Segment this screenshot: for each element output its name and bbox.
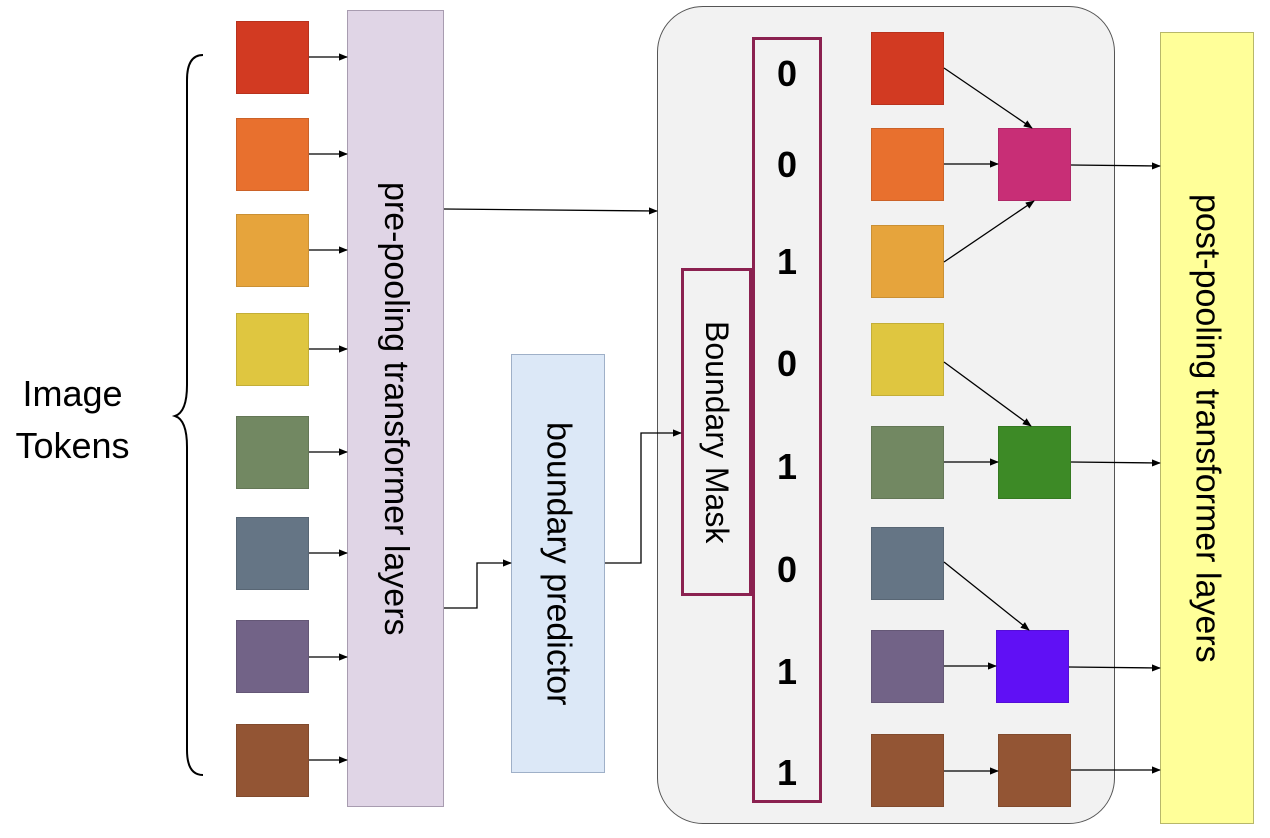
arrow-pool-1c bbox=[943, 200, 1035, 263]
arrow-pool-2a bbox=[943, 361, 1032, 427]
mask-bit-8: 1 bbox=[776, 752, 798, 793]
input-token-6 bbox=[236, 517, 309, 590]
input-token-7 bbox=[236, 620, 309, 693]
pre-pooling-layers-box: pre-pooling transformer layers bbox=[347, 10, 444, 807]
boundary-mask-label-box: Boundary Mask bbox=[681, 268, 752, 596]
mask-bit-6: 0 bbox=[776, 549, 798, 590]
masked-token-4 bbox=[871, 323, 944, 396]
image-tokens-brace bbox=[171, 54, 204, 776]
mask-bit-2: 0 bbox=[776, 144, 798, 185]
arrow-pre-to-predictor bbox=[444, 559, 512, 609]
arrow-predictor-to-mask bbox=[605, 429, 682, 564]
pre-pooling-layers-label: pre-pooling transformer layers bbox=[377, 181, 415, 636]
input-token-1 bbox=[236, 21, 309, 94]
masked-token-5 bbox=[871, 426, 944, 499]
masked-token-3 bbox=[871, 225, 944, 298]
masked-token-7 bbox=[871, 630, 944, 703]
post-pooling-layers-box: post-pooling transformer layers bbox=[1160, 32, 1254, 824]
input-token-3 bbox=[236, 214, 309, 287]
masked-token-8 bbox=[871, 734, 944, 807]
masked-token-1 bbox=[871, 32, 944, 105]
arrow-pool-3a bbox=[943, 561, 1030, 631]
mask-bit-7: 1 bbox=[776, 651, 798, 692]
pooled-token-2 bbox=[998, 426, 1071, 499]
boundary-mask-label: Boundary Mask bbox=[699, 320, 735, 544]
input-token-4 bbox=[236, 313, 309, 386]
mask-bit-3: 1 bbox=[776, 241, 798, 282]
arrow-pool-1a bbox=[943, 67, 1033, 129]
input-token-2 bbox=[236, 118, 309, 191]
boundary-predictor-label: boundary predictor bbox=[539, 421, 578, 706]
arrow-post-3 bbox=[1068, 664, 1161, 672]
mask-bit-1: 0 bbox=[776, 53, 798, 94]
input-token-8 bbox=[236, 724, 309, 797]
pooled-token-1 bbox=[998, 128, 1071, 201]
arrow-post-1 bbox=[1070, 162, 1161, 170]
mask-bit-5: 1 bbox=[776, 446, 798, 487]
arrow-post-2 bbox=[1070, 459, 1161, 467]
masked-token-6 bbox=[871, 527, 944, 600]
boundary-mask-column bbox=[752, 37, 822, 803]
post-pooling-layers-label: post-pooling transformer layers bbox=[1188, 193, 1227, 663]
image-tokens-label-line2: Tokens bbox=[15, 425, 130, 466]
image-tokens-label: Image Tokens bbox=[0, 368, 145, 472]
image-tokens-label-line1: Image bbox=[22, 373, 123, 414]
arrow-pre-to-group bbox=[443, 207, 658, 215]
boundary-predictor-box: boundary predictor bbox=[511, 354, 605, 773]
input-token-5 bbox=[236, 416, 309, 489]
masked-token-2 bbox=[871, 128, 944, 201]
mask-bit-4: 0 bbox=[776, 343, 798, 384]
pooled-token-4 bbox=[998, 734, 1071, 807]
pooled-token-3 bbox=[996, 630, 1069, 703]
